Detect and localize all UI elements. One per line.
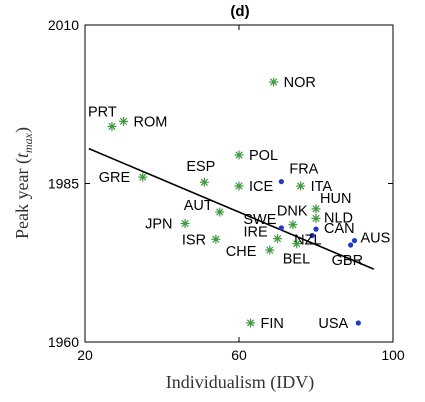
point-label-aus: AUS bbox=[361, 231, 391, 247]
y-axis-title-close: ) bbox=[12, 127, 33, 133]
point-dot-aus bbox=[351, 237, 358, 244]
point-star-che bbox=[265, 245, 275, 255]
star-stroke bbox=[270, 78, 278, 86]
point-label-bel: BEL bbox=[283, 252, 310, 268]
point-star-ice bbox=[234, 181, 244, 191]
point-star-nld bbox=[311, 213, 321, 223]
point-dot-usa bbox=[355, 320, 361, 326]
star-stroke bbox=[312, 214, 320, 222]
star-stroke bbox=[246, 319, 255, 327]
point-label-ire: IRE bbox=[244, 225, 269, 241]
star-stroke bbox=[235, 151, 243, 159]
star-stroke bbox=[119, 117, 128, 125]
point-label-nor: NOR bbox=[284, 75, 316, 91]
point-star-prt bbox=[107, 121, 117, 131]
point-label-swe: SWE bbox=[243, 212, 276, 228]
y-tick-label: 1985 bbox=[48, 176, 79, 192]
y-tick-label: 2010 bbox=[48, 17, 79, 33]
point-star-fin bbox=[246, 318, 256, 328]
star-stroke bbox=[289, 221, 297, 229]
point-star-bel bbox=[292, 239, 302, 249]
point-label-prt: PRT bbox=[88, 104, 117, 120]
star-stroke bbox=[266, 246, 274, 254]
point-label-aut: AUT bbox=[184, 198, 213, 214]
point-label-ice: ICE bbox=[249, 179, 274, 195]
point-star-hun bbox=[311, 204, 321, 214]
point-star-pol bbox=[234, 150, 244, 160]
point-star-dnk bbox=[288, 220, 298, 230]
star-stroke bbox=[312, 205, 320, 213]
tick-labels: 20 60 100 1960 1985 2010 bbox=[48, 17, 405, 363]
chart-title: (d) bbox=[230, 3, 249, 20]
point-star-isr bbox=[211, 234, 221, 244]
y-axis-title: Peak year (tmax) bbox=[12, 127, 35, 239]
point-label-dnk: DNK bbox=[277, 204, 308, 220]
point-star-esp bbox=[199, 177, 209, 187]
star-stroke bbox=[200, 178, 208, 186]
point-label-fra: FRA bbox=[289, 162, 318, 178]
x-tick-label: 60 bbox=[231, 347, 247, 363]
point-label-gre: GRE bbox=[99, 170, 131, 186]
star-stroke bbox=[235, 182, 243, 190]
point-dot-can bbox=[313, 226, 319, 232]
point-star-nor bbox=[269, 77, 279, 87]
y-axis-title-sub: max bbox=[21, 132, 35, 153]
point-label-can: CAN bbox=[324, 221, 355, 237]
star-stroke bbox=[216, 208, 224, 216]
point-dot-swe bbox=[278, 225, 284, 231]
point-label-usa: USA bbox=[318, 316, 348, 332]
point-star-ita bbox=[296, 181, 306, 191]
point-star-ire bbox=[273, 234, 282, 244]
star-stroke bbox=[293, 240, 301, 248]
point-label-fin: FIN bbox=[261, 316, 284, 332]
point-dot-gbr bbox=[348, 242, 354, 248]
star-stroke bbox=[273, 235, 282, 243]
y-axis-title-var: t bbox=[12, 152, 32, 158]
y-axis-title-main: Peak year ( bbox=[12, 158, 33, 239]
plot-area bbox=[84, 24, 394, 343]
point-label-esp: ESP bbox=[186, 159, 215, 175]
point-label-rom: ROM bbox=[134, 114, 168, 130]
y-tick-label: 1960 bbox=[48, 334, 79, 350]
trend-line bbox=[88, 147, 375, 270]
point-label-jpn: JPN bbox=[145, 216, 172, 232]
x-tick-label: 100 bbox=[381, 347, 405, 363]
point-label-ita: ITA bbox=[311, 179, 333, 195]
x-tick-label: 20 bbox=[77, 347, 93, 363]
point-star-rom bbox=[119, 116, 128, 126]
point-label-hun: HUN bbox=[320, 191, 351, 207]
point-star-jpn bbox=[180, 218, 190, 228]
point-label-nzl: NZL bbox=[294, 232, 321, 248]
point-dot-fra bbox=[278, 178, 284, 185]
point-star-gre bbox=[138, 172, 148, 182]
point-label-che: CHE bbox=[226, 244, 257, 260]
star-stroke bbox=[296, 182, 305, 190]
star-stroke bbox=[212, 235, 220, 243]
star-stroke bbox=[139, 173, 147, 181]
x-axis-title: Individualism (IDV) bbox=[166, 372, 314, 393]
point-star-aut bbox=[215, 207, 225, 217]
star-stroke bbox=[108, 122, 116, 131]
point-label-isr: ISR bbox=[182, 232, 206, 248]
point-dot-nzl bbox=[309, 232, 315, 239]
point-label-pol: POL bbox=[249, 148, 278, 164]
star-stroke bbox=[181, 219, 189, 228]
point-label-nld: NLD bbox=[324, 210, 353, 226]
point-label-gbr: GBR bbox=[332, 253, 363, 269]
